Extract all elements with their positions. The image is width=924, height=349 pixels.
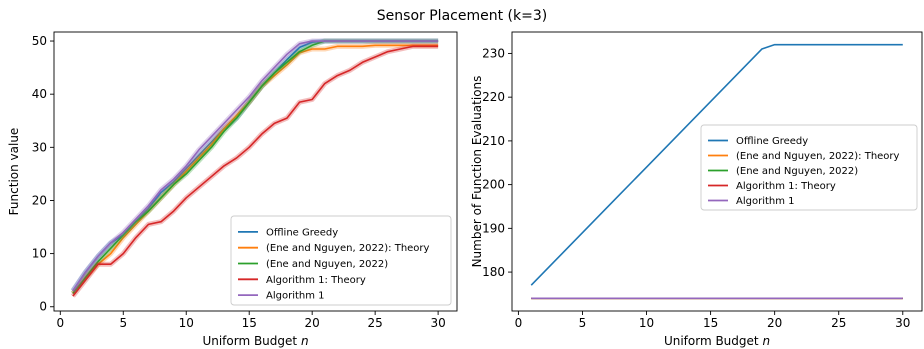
x-tick-label: 15 (242, 316, 257, 330)
legend-label-algorithm-1: Algorithm 1 (266, 291, 325, 302)
legend-label-offline-greedy: Offline Greedy (266, 227, 338, 238)
legend-label-algorithm-1-theory: Algorithm 1: Theory (266, 275, 366, 286)
legend-label-offline-greedy: Offline Greedy (736, 136, 808, 147)
legend-label-ene-and-nguyen-2022: (Ene and Nguyen, 2022) (736, 166, 858, 177)
y-tick-label: 0 (39, 300, 47, 314)
x-axis-label: Uniform Budget n (664, 334, 770, 348)
legend: Offline Greedy (Ene and Nguyen, 2022): Th… (700, 124, 918, 211)
y-tick-label: 190 (482, 221, 505, 235)
y-tick-label: 20 (32, 193, 47, 207)
x-tick-label: 20 (305, 316, 320, 330)
x-tick-label: 5 (579, 316, 587, 330)
y-tick-label: 210 (482, 134, 505, 148)
x-axis-label: Uniform Budget n (202, 334, 308, 348)
x-tick-label: 30 (430, 316, 445, 330)
chart-panel-function-value: 0 5 10 15 20 25 30 0 10 20 30 40 50 Uniform Budget n F… (7, 31, 458, 348)
legend-label-ene-and-nguyen-2022: (Ene and Nguyen, 2022) (266, 259, 388, 270)
legend-label-ene-and-nguyen-2022-theory: (Ene and Nguyen, 2022): Theory (736, 151, 900, 162)
y-tick-label: 230 (482, 46, 505, 60)
x-tick-label: 25 (368, 316, 383, 330)
legend: Offline Greedy (Ene and Nguyen, 2022): Th… (230, 215, 452, 306)
x-tick-label: 5 (119, 316, 127, 330)
x-tick-label: 30 (895, 316, 910, 330)
y-tick-label: 180 (482, 265, 505, 279)
y-axis-label: Function value (7, 128, 21, 216)
axes-frame (53, 31, 458, 312)
y-tick-label: 10 (32, 247, 47, 261)
series-line-offline-greedy (530, 43, 903, 286)
legend-label-algorithm-1-theory: Algorithm 1: Theory (736, 181, 836, 192)
y-tick-label: 200 (482, 178, 505, 192)
x-tick-label: 0 (56, 316, 64, 330)
x-tick-label: 20 (767, 316, 782, 330)
series-line-algorithm-1 (72, 40, 439, 292)
y-tick-label: 50 (32, 34, 47, 48)
axes-frame (511, 31, 923, 312)
x-tick-label: 10 (179, 316, 194, 330)
suptitle: Sensor Placement (k=3) (377, 8, 547, 24)
y-tick-label: 220 (482, 90, 505, 104)
y-tick-label: 40 (32, 87, 47, 101)
series-line-algorithm-1-theory (72, 45, 439, 297)
chart-panel-function-evaluations: 0 5 10 15 20 25 30 180 190 200 210 220 230 Uniform Bu… (470, 31, 923, 348)
legend-box (700, 124, 918, 211)
legend-box (230, 215, 452, 306)
y-axis-label: Number of Function Evaluations (470, 76, 484, 268)
y-tick-label: 30 (32, 140, 47, 154)
x-tick-label: 25 (831, 316, 846, 330)
legend-label-algorithm-1: Algorithm 1 (736, 196, 795, 207)
x-tick-label: 10 (639, 316, 654, 330)
legend-label-ene-and-nguyen-2022-theory: (Ene and Nguyen, 2022): Theory (266, 243, 430, 254)
x-tick-label: 15 (703, 316, 718, 330)
x-tick-label: 0 (515, 316, 523, 330)
